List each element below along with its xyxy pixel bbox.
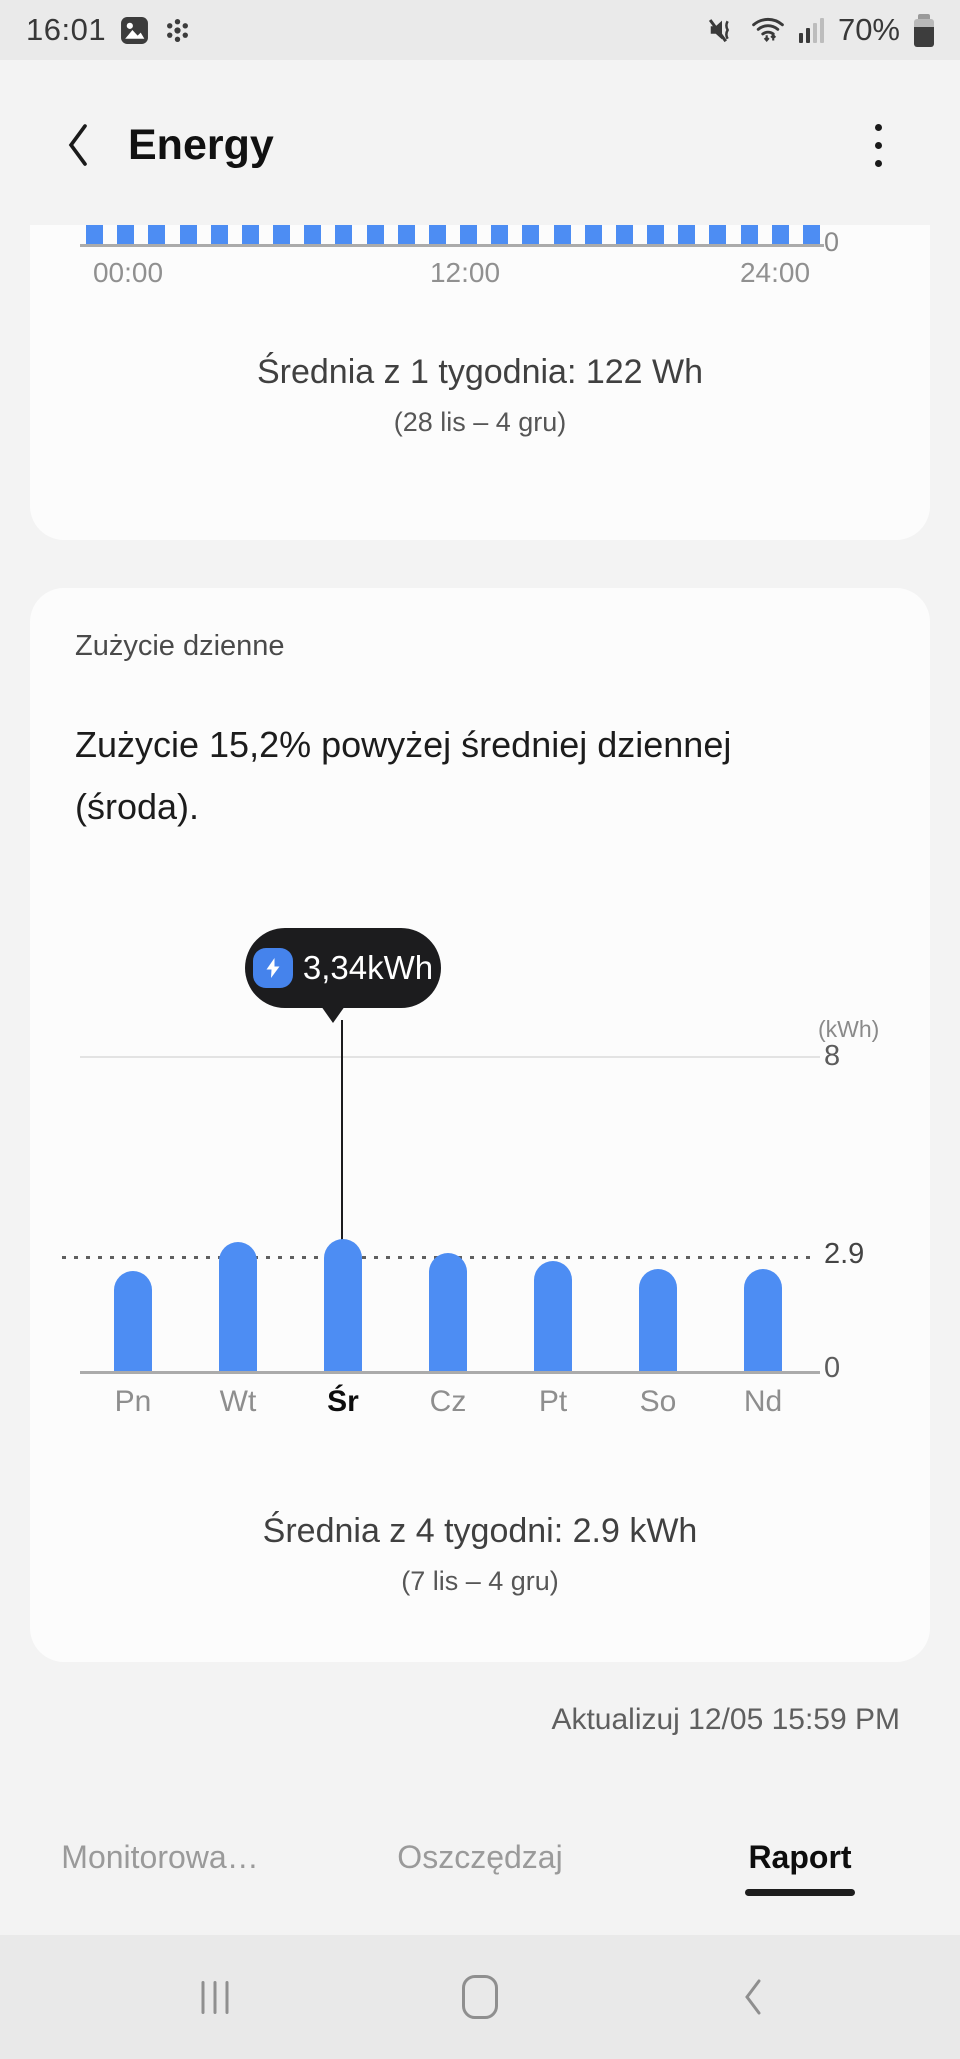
- hourly-usage-card: 0 00:00 12:00 24:00 Średnia z 1 tygodnia…: [30, 225, 930, 540]
- hourly-bars: [86, 225, 820, 244]
- hour-bar[interactable]: [460, 225, 478, 244]
- recents-button[interactable]: [201, 1935, 229, 2059]
- hour-bar[interactable]: [335, 225, 353, 244]
- battery-percentage: 70%: [837, 12, 900, 47]
- home-button[interactable]: [462, 1935, 498, 2059]
- hour-bar[interactable]: [678, 225, 696, 244]
- day-label-Nd: Nd: [743, 1385, 783, 1418]
- hour-bar[interactable]: [304, 225, 322, 244]
- hourly-tick-0000: 00:00: [92, 257, 164, 288]
- cellular-signal-icon: [798, 17, 824, 43]
- tooltip-stem: [341, 1020, 343, 1242]
- tooltip-pointer: [321, 1006, 345, 1023]
- day-bar-Pn[interactable]: [114, 1271, 152, 1371]
- daily-axis-baseline: [80, 1371, 820, 1374]
- y-axis-unit: (kWh): [818, 1016, 880, 1042]
- hourly-axis-baseline: [80, 244, 824, 247]
- back-button[interactable]: [54, 115, 102, 175]
- sound-muted-icon: [708, 19, 730, 43]
- day-bar-Pt[interactable]: [534, 1261, 572, 1371]
- day-bar-Nd[interactable]: [744, 1269, 782, 1371]
- tab-oszczdzaj[interactable]: Oszczędzaj: [320, 1833, 640, 1933]
- hour-bar[interactable]: [273, 225, 291, 244]
- y-axis-zero: 0: [824, 1352, 841, 1384]
- android-navbar: [0, 1935, 960, 2059]
- tab-label: Oszczędzaj: [397, 1839, 563, 1875]
- section-label: Zużycie dzienne: [75, 630, 285, 662]
- hourly-tick-1200: 12:00: [429, 257, 501, 288]
- hour-bar[interactable]: [148, 225, 166, 244]
- clock: 16:01: [26, 12, 107, 47]
- selected-value-tooltip: 3,34kWh: [245, 928, 441, 1008]
- hour-bar[interactable]: [241, 225, 259, 244]
- weekly-average-range: (28 lis – 4 gru): [393, 407, 567, 437]
- kebab-menu-icon: [874, 123, 882, 131]
- active-tab-underline: [745, 1889, 855, 1896]
- refresh-timestamp[interactable]: Aktualizuj 12/05 15:59 PM: [551, 1703, 900, 1736]
- day-label-Pt: Pt: [538, 1385, 568, 1418]
- bottom-tabs: Monitorowa… Oszczędzaj Raport: [0, 1833, 960, 1933]
- hour-bar[interactable]: [740, 225, 758, 244]
- hour-bar[interactable]: [366, 225, 384, 244]
- tab-monitorowa[interactable]: Monitorowa…: [0, 1833, 320, 1933]
- battery-icon: [914, 13, 934, 47]
- hour-bar[interactable]: [210, 225, 228, 244]
- day-label-So: So: [639, 1385, 677, 1418]
- hour-bar[interactable]: [397, 225, 415, 244]
- hour-bar[interactable]: [771, 225, 789, 244]
- smartthings-notification-icon: [167, 18, 189, 42]
- nav-back-icon: [745, 1979, 761, 2015]
- page-title: Energy: [128, 120, 274, 169]
- wifi-icon: [752, 17, 784, 43]
- recents-icon: [201, 1980, 229, 2014]
- hour-bar[interactable]: [491, 225, 509, 244]
- hour-bar[interactable]: [553, 225, 571, 244]
- day-label-Śr: Śr: [327, 1385, 359, 1418]
- app-header: Energy: [0, 80, 960, 210]
- day-label-Cz: Cz: [429, 1385, 467, 1418]
- hour-bar[interactable]: [179, 225, 197, 244]
- tab-label: Raport: [748, 1839, 852, 1875]
- day-bar-Wt[interactable]: [219, 1242, 257, 1371]
- hour-bar[interactable]: [584, 225, 602, 244]
- tab-raport[interactable]: Raport: [640, 1833, 960, 1933]
- tab-label: Monitorowa…: [61, 1839, 259, 1875]
- day-label-Wt: Wt: [219, 1385, 257, 1418]
- day-bar-Śr[interactable]: [324, 1239, 362, 1371]
- hour-bar[interactable]: [709, 225, 727, 244]
- gallery-notification-icon: [121, 16, 149, 44]
- gridline-max: [80, 1056, 820, 1058]
- insight-text: Zużycie 15,2% powyżej średniej dziennej …: [75, 724, 732, 827]
- nav-back-button[interactable]: [742, 1935, 764, 2059]
- y-axis-average: 2.9: [824, 1238, 865, 1270]
- hour-bar[interactable]: [647, 225, 665, 244]
- monthly-average-text: Średnia z 4 tygodni: 2.9 kWh: [262, 1512, 698, 1550]
- hourly-axis-zero: 0: [824, 227, 840, 257]
- back-chevron-icon: [68, 124, 87, 166]
- more-options-button[interactable]: [858, 110, 898, 180]
- status-bar: 16:01 70%: [0, 0, 960, 60]
- hour-bar[interactable]: [428, 225, 446, 244]
- energy-bolt-icon: [252, 948, 293, 988]
- hour-bar[interactable]: [802, 225, 820, 244]
- hour-bar[interactable]: [86, 225, 103, 244]
- monthly-average-range: (7 lis – 4 gru): [401, 1566, 559, 1596]
- day-bar-Cz[interactable]: [429, 1253, 467, 1371]
- hour-bar[interactable]: [117, 225, 135, 244]
- tooltip-value: 3,34kWh: [302, 949, 434, 986]
- day-label-Pn: Pn: [114, 1385, 152, 1418]
- daily-usage-card: Zużycie dzienne Zużycie 15,2% powyżej śr…: [30, 588, 930, 1662]
- weekly-average-text: Średnia z 1 tygodnia: 122 Wh: [256, 353, 704, 391]
- day-bar-So[interactable]: [639, 1269, 677, 1371]
- y-axis-max: 8: [824, 1040, 841, 1072]
- hourly-tick-2400: 24:00: [739, 257, 811, 288]
- hour-bar[interactable]: [615, 225, 633, 244]
- home-icon: [462, 1975, 498, 2019]
- hour-bar[interactable]: [522, 225, 540, 244]
